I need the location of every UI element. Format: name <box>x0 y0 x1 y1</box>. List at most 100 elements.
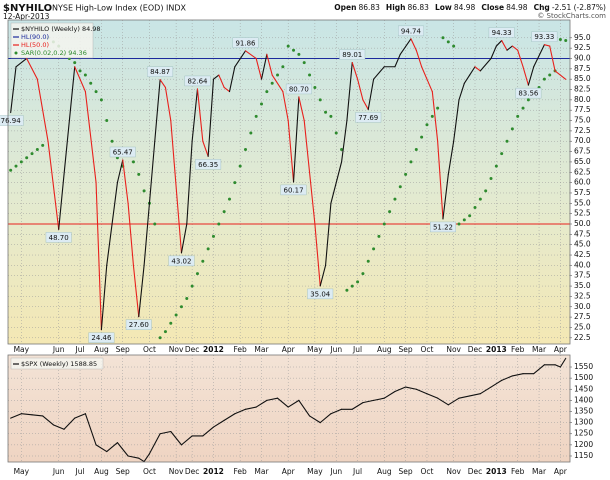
sar-dot <box>548 73 552 77</box>
data-label: 94.33 <box>492 29 512 37</box>
label-box <box>515 87 542 99</box>
x-tick-label: Apr <box>554 467 568 476</box>
line-segment <box>132 264 140 318</box>
line-segment <box>106 182 118 266</box>
line-segment <box>223 413 236 421</box>
y-tick-label: 47.5 <box>574 229 591 238</box>
line-segment <box>351 402 364 410</box>
line-segment <box>15 57 28 68</box>
line-segment <box>255 57 263 80</box>
sar-dot <box>329 114 333 118</box>
sar-dot <box>286 44 290 48</box>
quote-label: Open <box>334 3 356 12</box>
x-tick-label: Oct <box>420 345 433 354</box>
sar-dot <box>281 65 285 69</box>
line-segment <box>426 393 439 399</box>
line-segment <box>180 435 193 446</box>
line-segment <box>95 444 108 453</box>
line-segment <box>479 57 492 72</box>
sar-dot <box>270 81 274 85</box>
sar-dot <box>222 210 226 214</box>
x-tick-label: Feb <box>511 345 525 354</box>
quote-label: High <box>386 3 406 12</box>
line-segment <box>554 364 561 368</box>
label-box <box>280 184 307 196</box>
legend-swatch <box>14 51 18 55</box>
sar-dot <box>265 90 269 94</box>
line-segment <box>469 66 476 76</box>
sar-dot <box>78 69 82 73</box>
line-segment <box>517 49 524 68</box>
line-segment <box>325 202 332 266</box>
line-segment <box>474 66 481 72</box>
line-segment <box>351 62 359 80</box>
line-segment <box>74 413 86 419</box>
y-tick-label: 92.5 <box>574 43 591 52</box>
x-tick-label: Oct <box>143 345 156 354</box>
data-label: 94.74 <box>401 27 422 35</box>
x-tick-label: Apr <box>282 467 296 476</box>
line-segment <box>138 457 145 463</box>
sar-dot <box>500 152 504 156</box>
y-tick-label: 62.5 <box>574 167 591 176</box>
sar-dot <box>276 73 280 77</box>
quote-value: 86.83 <box>358 3 380 12</box>
sar-dot <box>19 160 23 164</box>
line-segment <box>287 120 295 183</box>
y-tick-label: 1150 <box>574 451 593 460</box>
x-tick-label: May <box>14 467 30 476</box>
sar-dot <box>372 247 376 251</box>
line-segment <box>346 62 353 122</box>
sar-dot <box>153 222 157 226</box>
line-segment <box>255 399 268 408</box>
sar-dot <box>345 288 349 292</box>
line-segment <box>319 264 327 287</box>
sar-dot <box>356 280 360 284</box>
x-tick-label: 2012 <box>203 345 224 354</box>
data-label: 84.87 <box>150 68 170 76</box>
x-tick-label: Feb <box>234 345 248 354</box>
quote-value: 84.98 <box>506 3 528 12</box>
line-segment <box>100 264 108 331</box>
y-tick-label: 25.0 <box>574 322 591 331</box>
sar-dot <box>393 197 397 201</box>
line-segment <box>357 78 364 101</box>
y-tick-label: 1250 <box>574 429 593 438</box>
y-tick-label: 1550 <box>574 362 593 371</box>
y-tick-label: 70.0 <box>574 136 591 145</box>
sar-dot <box>163 330 167 334</box>
y-tick-label: 75.0 <box>574 116 591 125</box>
line-segment <box>42 415 54 426</box>
line-segment <box>367 78 375 110</box>
line-segment <box>106 442 118 453</box>
line-segment <box>244 50 257 60</box>
sar-dot <box>350 284 354 288</box>
line-segment <box>308 415 321 424</box>
line-segment <box>330 408 343 415</box>
sar-dot <box>366 259 370 263</box>
line-segment <box>453 99 460 142</box>
date: 12-Apr-2013 <box>3 12 50 21</box>
x-tick-label: Dec <box>185 345 200 354</box>
sar-dot <box>382 222 386 226</box>
label-box <box>531 31 558 42</box>
line-segment <box>143 453 150 463</box>
legend-label: SAR(0.02,0.2) 94.36 <box>21 49 87 57</box>
panel-border <box>7 19 571 345</box>
sar-dot <box>452 44 456 48</box>
line-segment <box>212 74 220 80</box>
line-segment <box>74 66 86 93</box>
line-segment <box>36 78 49 142</box>
line-segment <box>138 264 145 318</box>
line-segment <box>148 433 161 455</box>
x-tick-label: Nov <box>446 467 461 476</box>
line-segment <box>373 66 385 80</box>
x-tick-label: Mar <box>532 345 547 354</box>
x-tick-label: Dec <box>468 467 483 476</box>
line-segment <box>20 413 33 416</box>
line-segment <box>421 66 428 80</box>
line-segment <box>159 79 166 88</box>
sar-dot <box>73 61 77 65</box>
line-segment <box>276 397 289 408</box>
quote-value: 86.83 <box>407 3 429 12</box>
